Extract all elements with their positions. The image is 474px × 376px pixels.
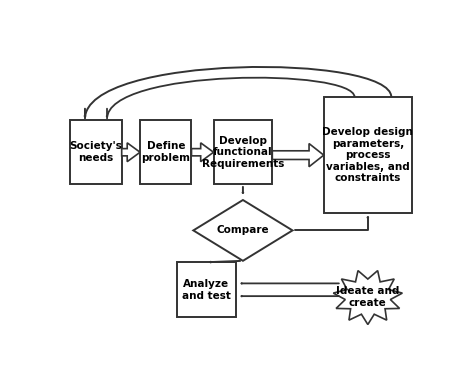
Bar xyxy=(324,97,412,213)
Polygon shape xyxy=(333,271,402,324)
Polygon shape xyxy=(272,144,324,167)
Bar xyxy=(177,262,236,317)
Text: Analyze
and test: Analyze and test xyxy=(182,279,231,300)
Text: Ideate and
create: Ideate and create xyxy=(336,286,400,308)
Text: Society's
needs: Society's needs xyxy=(70,141,122,163)
Bar xyxy=(213,120,272,184)
Text: Develop design
parameters,
process
variables, and
constraints: Develop design parameters, process varia… xyxy=(322,127,413,183)
Text: Compare: Compare xyxy=(217,226,269,235)
Bar xyxy=(140,120,191,184)
Text: Develop
functional
Requirements: Develop functional Requirements xyxy=(202,136,284,169)
Polygon shape xyxy=(193,200,292,261)
Polygon shape xyxy=(191,143,213,162)
Bar xyxy=(70,120,122,184)
Polygon shape xyxy=(122,143,140,162)
Text: Define
problem: Define problem xyxy=(141,141,190,163)
